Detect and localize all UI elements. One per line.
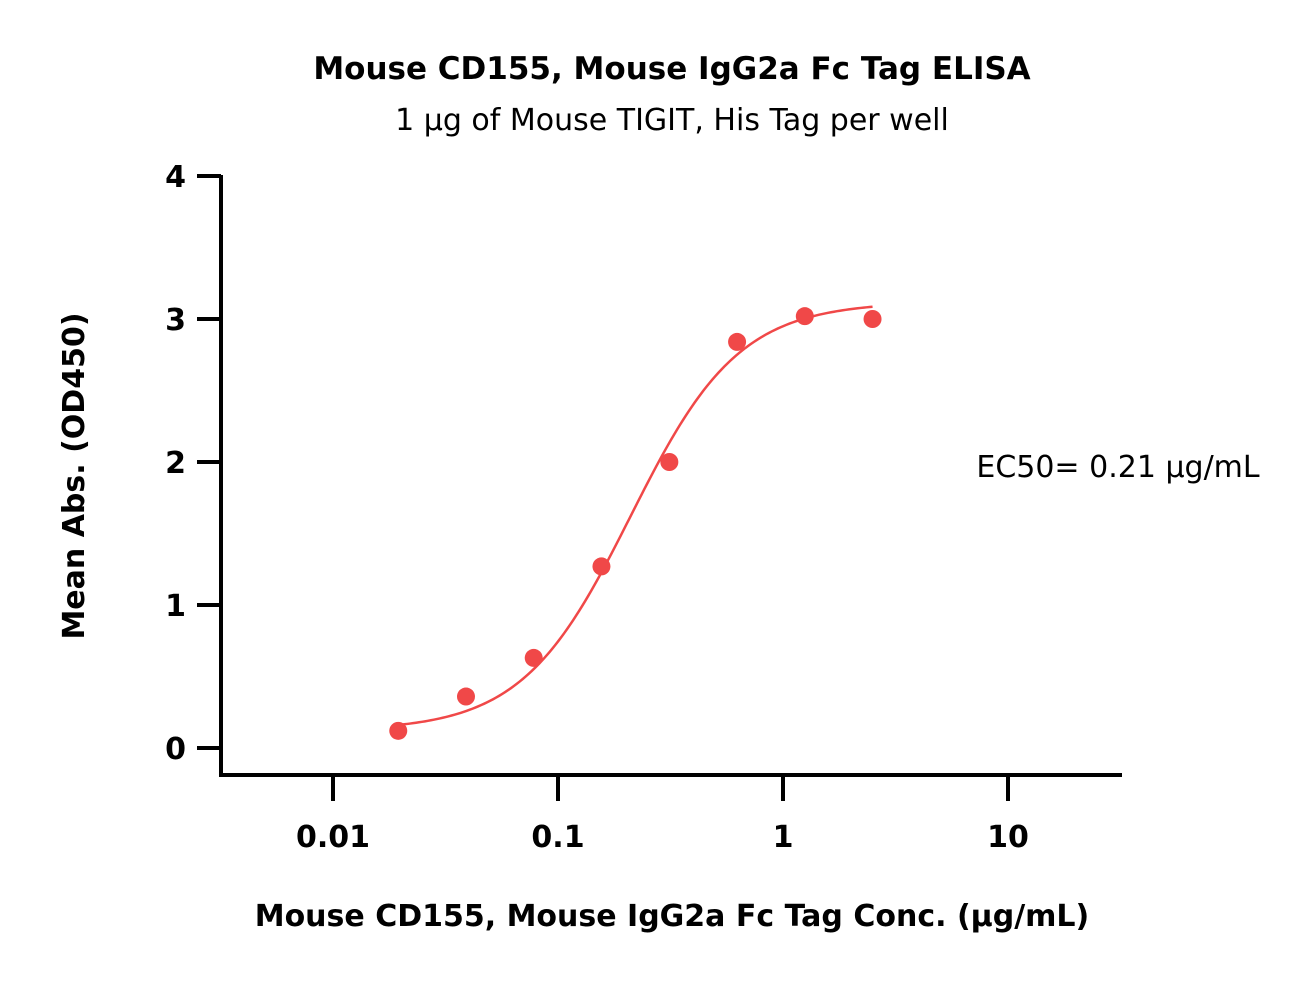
x-ticks: 0.01 0.1 1 10 [296,775,1029,855]
data-point [728,332,747,351]
chart-title: Mouse CD155, Mouse IgG2a Fc Tag ELISA [313,51,1030,87]
data-point [795,307,814,326]
x-axis-label: Mouse CD155, Mouse IgG2a Fc Tag Conc. (μ… [255,899,1090,934]
data-point [863,310,882,328]
x-tick-label: 1 [773,820,794,855]
y-tick-label: 4 [165,160,186,195]
y-tick-label: 0 [165,732,186,767]
data-points [389,307,882,740]
x-tick-label: 0.01 [296,820,370,855]
data-point [389,721,408,740]
fit-curve [398,305,873,727]
data-point [456,687,475,706]
data-point [592,557,611,576]
data-point [660,453,679,471]
data-point [524,648,543,667]
y-tick-label: 1 [165,589,186,624]
x-tick-label: 0.1 [531,820,584,855]
x-tick-label: 10 [987,820,1029,855]
ec50-annotation: EC50= 0.21 μg/mL [976,450,1260,485]
y-axis-label: Mean Abs. (OD450) [57,312,92,639]
chart-subtitle: 1 μg of Mouse TIGIT, His Tag per well [395,103,949,138]
y-tick-label: 2 [165,446,186,481]
y-ticks: 0 1 2 3 4 [165,160,221,767]
y-tick-label: 3 [165,303,186,338]
